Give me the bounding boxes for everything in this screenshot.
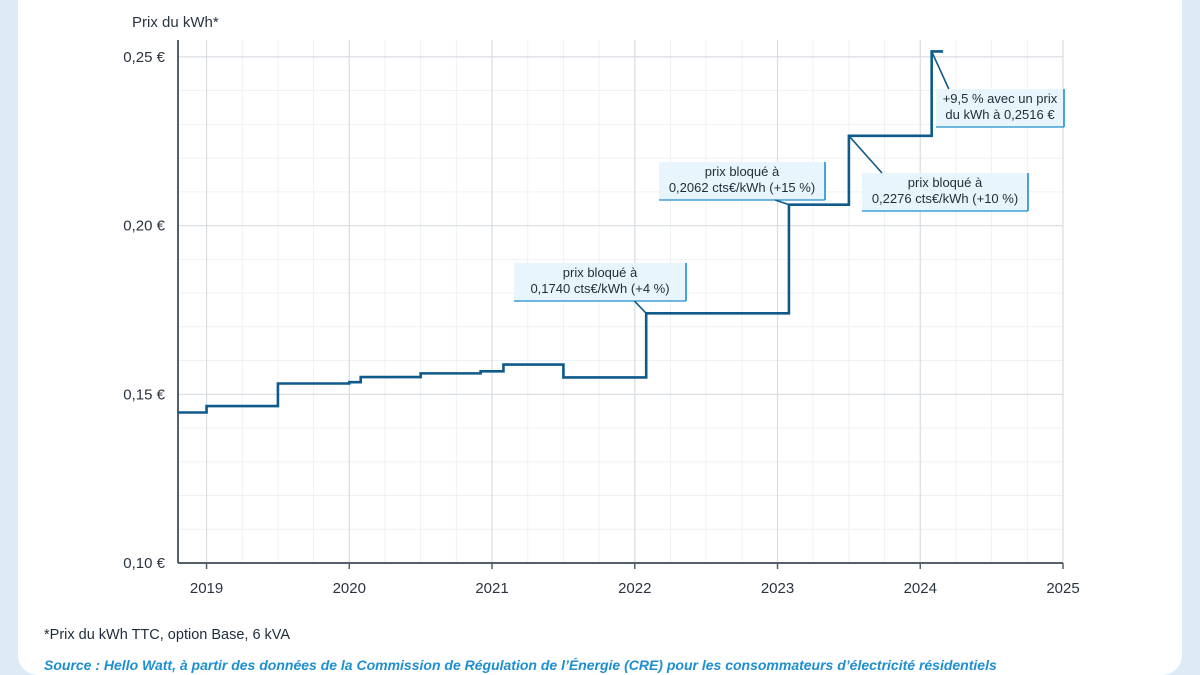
axes bbox=[177, 40, 1064, 569]
annotation-text: +9,5 % avec un prix bbox=[943, 91, 1058, 106]
y-tick-label: 0,15 € bbox=[123, 386, 165, 403]
x-tick-label: 2019 bbox=[190, 580, 223, 597]
annotation-text: du kWh à 0,2516 € bbox=[945, 107, 1055, 122]
x-tick-label: 2020 bbox=[333, 580, 366, 597]
x-tick-labels: 2019 2020 2021 2022 2023 2024 2025 bbox=[190, 580, 1080, 597]
series bbox=[178, 50, 944, 414]
footnote: *Prix du kWh TTC, option Base, 6 kVA bbox=[44, 627, 291, 643]
annotation-text: 0,2276 cts€/kWh (+10 %) bbox=[872, 191, 1018, 206]
x-tick-label: 2025 bbox=[1046, 580, 1079, 597]
x-tick-label: 2023 bbox=[761, 580, 794, 597]
y-tick-label: 0,10 € bbox=[123, 555, 165, 572]
annotation-box bbox=[936, 89, 1064, 127]
x-tick-label: 2024 bbox=[904, 580, 937, 597]
x-tick-label: 2021 bbox=[475, 580, 508, 597]
annotation-text: prix bloqué à bbox=[563, 265, 638, 280]
annotation-text: prix bloqué à bbox=[705, 164, 780, 179]
annotation-text: 0,2062 cts€/kWh (+15 %) bbox=[669, 180, 815, 195]
annotation-box bbox=[862, 173, 1028, 211]
annotation-box bbox=[514, 263, 686, 301]
annotation-pointer bbox=[633, 300, 647, 314]
annotation-box bbox=[659, 162, 825, 200]
annotation-pointer bbox=[848, 135, 883, 174]
x-tick-label: 2022 bbox=[618, 580, 651, 597]
annotation-callout: prix bloqué à0,1740 cts€/kWh (+4 %) bbox=[514, 263, 687, 314]
annotation-callout: prix bloqué à0,2062 cts€/kWh (+15 %) bbox=[659, 162, 826, 206]
annotations: prix bloqué à0,1740 cts€/kWh (+4 %)prix … bbox=[514, 51, 1065, 314]
annotation-text: prix bloqué à bbox=[908, 175, 983, 190]
source-note: Source : Hello Watt, à partir des donnée… bbox=[44, 657, 997, 673]
price-step-line bbox=[178, 50, 944, 414]
annotation-callout: prix bloqué à0,2276 cts€/kWh (+10 %) bbox=[848, 135, 1029, 212]
annotation-pointer bbox=[774, 199, 790, 206]
y-tick-label: 0,20 € bbox=[123, 218, 165, 235]
y-tick-label: 0,25 € bbox=[123, 49, 165, 66]
y-tick-labels: 0,10 € 0,15 € 0,20 € 0,25 € bbox=[123, 49, 165, 572]
annotation-pointer bbox=[930, 51, 950, 90]
y-axis-title: Prix du kWh* bbox=[132, 14, 219, 31]
annotation-text: 0,1740 cts€/kWh (+4 %) bbox=[530, 281, 669, 296]
